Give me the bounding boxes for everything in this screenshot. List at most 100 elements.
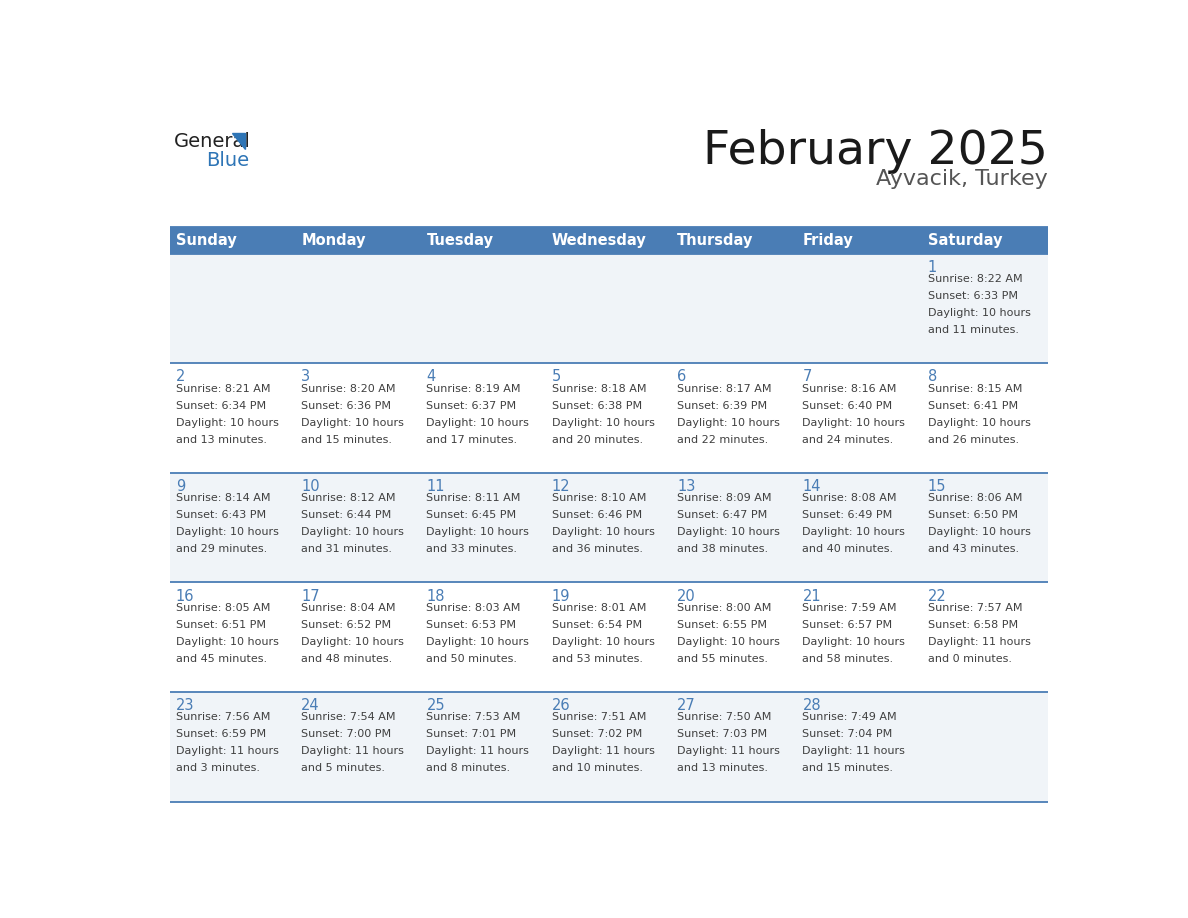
Bar [296, 583, 421, 692]
Text: Daylight: 10 hours: Daylight: 10 hours [176, 637, 279, 646]
Text: 6: 6 [677, 369, 687, 385]
Text: Sunset: 6:38 PM: Sunset: 6:38 PM [551, 400, 642, 410]
Text: Daylight: 10 hours: Daylight: 10 hours [551, 418, 655, 428]
Text: Daylight: 10 hours: Daylight: 10 hours [551, 527, 655, 537]
Text: Sunrise: 8:05 AM: Sunrise: 8:05 AM [176, 603, 270, 612]
Text: Sunset: 6:51 PM: Sunset: 6:51 PM [176, 620, 266, 630]
Text: Sunset: 6:40 PM: Sunset: 6:40 PM [802, 400, 892, 410]
Text: and 40 minutes.: and 40 minutes. [802, 544, 893, 554]
Text: 7: 7 [802, 369, 811, 385]
Text: Sunset: 6:45 PM: Sunset: 6:45 PM [426, 510, 517, 521]
Text: Sunrise: 8:06 AM: Sunrise: 8:06 AM [928, 493, 1022, 503]
Text: Sunset: 6:39 PM: Sunset: 6:39 PM [677, 400, 767, 410]
Text: and 43 minutes.: and 43 minutes. [928, 544, 1019, 554]
Bar [296, 692, 421, 801]
Bar [170, 583, 296, 692]
Bar [797, 583, 922, 692]
Bar [421, 692, 546, 801]
Text: Sunset: 7:03 PM: Sunset: 7:03 PM [677, 729, 767, 739]
Text: Sunset: 6:41 PM: Sunset: 6:41 PM [928, 400, 1018, 410]
Bar [170, 473, 296, 583]
Text: Sunrise: 8:00 AM: Sunrise: 8:00 AM [677, 603, 771, 612]
Text: Blue: Blue [206, 151, 249, 170]
Text: 2: 2 [176, 369, 185, 385]
Text: Sunset: 6:50 PM: Sunset: 6:50 PM [928, 510, 1018, 521]
Text: Sunrise: 7:49 AM: Sunrise: 7:49 AM [802, 712, 897, 722]
Text: Daylight: 10 hours: Daylight: 10 hours [302, 637, 404, 646]
Bar [922, 227, 1048, 253]
Text: and 15 minutes.: and 15 minutes. [802, 763, 893, 773]
Text: and 17 minutes.: and 17 minutes. [426, 434, 518, 444]
Text: Sunrise: 8:04 AM: Sunrise: 8:04 AM [302, 603, 396, 612]
Bar [546, 692, 671, 801]
Text: Daylight: 11 hours: Daylight: 11 hours [302, 746, 404, 756]
Text: Daylight: 11 hours: Daylight: 11 hours [928, 637, 1031, 646]
Bar [671, 583, 797, 692]
Text: and 38 minutes.: and 38 minutes. [677, 544, 769, 554]
Bar [922, 473, 1048, 583]
Bar [421, 227, 546, 253]
Text: 16: 16 [176, 588, 195, 603]
Text: Sunrise: 7:59 AM: Sunrise: 7:59 AM [802, 603, 897, 612]
Text: Sunset: 6:59 PM: Sunset: 6:59 PM [176, 729, 266, 739]
Bar [546, 364, 671, 473]
Text: Daylight: 10 hours: Daylight: 10 hours [928, 527, 1031, 537]
Text: Sunrise: 7:50 AM: Sunrise: 7:50 AM [677, 712, 771, 722]
Text: and 36 minutes.: and 36 minutes. [551, 544, 643, 554]
Text: Sunset: 6:44 PM: Sunset: 6:44 PM [302, 510, 391, 521]
Text: Sunrise: 8:01 AM: Sunrise: 8:01 AM [551, 603, 646, 612]
Text: Friday: Friday [802, 233, 853, 248]
Bar [170, 364, 296, 473]
Text: and 3 minutes.: and 3 minutes. [176, 763, 260, 773]
Text: Sunrise: 8:11 AM: Sunrise: 8:11 AM [426, 493, 520, 503]
Bar [671, 364, 797, 473]
Text: Sunset: 6:33 PM: Sunset: 6:33 PM [928, 291, 1018, 301]
Text: 10: 10 [302, 479, 320, 494]
Text: and 48 minutes.: and 48 minutes. [302, 654, 392, 664]
Text: Sunset: 7:04 PM: Sunset: 7:04 PM [802, 729, 892, 739]
Text: Daylight: 10 hours: Daylight: 10 hours [928, 308, 1031, 318]
Text: and 50 minutes.: and 50 minutes. [426, 654, 518, 664]
Bar [797, 692, 922, 801]
Text: Daylight: 10 hours: Daylight: 10 hours [802, 527, 905, 537]
Bar [671, 692, 797, 801]
Text: Daylight: 10 hours: Daylight: 10 hours [928, 418, 1031, 428]
Bar [421, 364, 546, 473]
Text: 14: 14 [802, 479, 821, 494]
Text: and 58 minutes.: and 58 minutes. [802, 654, 893, 664]
Bar [671, 253, 797, 364]
Text: Sunrise: 7:56 AM: Sunrise: 7:56 AM [176, 712, 270, 722]
Text: 8: 8 [928, 369, 937, 385]
Text: 12: 12 [551, 479, 570, 494]
Bar [296, 364, 421, 473]
Text: Sunrise: 7:53 AM: Sunrise: 7:53 AM [426, 712, 520, 722]
Text: Daylight: 10 hours: Daylight: 10 hours [551, 637, 655, 646]
Text: Sunset: 7:00 PM: Sunset: 7:00 PM [302, 729, 391, 739]
Text: and 0 minutes.: and 0 minutes. [928, 654, 1012, 664]
Text: General: General [175, 131, 251, 151]
Text: 19: 19 [551, 588, 570, 603]
Text: and 53 minutes.: and 53 minutes. [551, 654, 643, 664]
Text: and 13 minutes.: and 13 minutes. [677, 763, 769, 773]
Bar [170, 227, 296, 253]
Text: Sunset: 6:57 PM: Sunset: 6:57 PM [802, 620, 892, 630]
Text: Sunset: 6:49 PM: Sunset: 6:49 PM [802, 510, 892, 521]
Text: Sunset: 6:43 PM: Sunset: 6:43 PM [176, 510, 266, 521]
Text: Sunset: 6:54 PM: Sunset: 6:54 PM [551, 620, 642, 630]
Text: 11: 11 [426, 479, 446, 494]
Text: Daylight: 11 hours: Daylight: 11 hours [551, 746, 655, 756]
Text: 22: 22 [928, 588, 947, 603]
Bar [546, 583, 671, 692]
Bar [671, 227, 797, 253]
Text: 25: 25 [426, 698, 446, 713]
Text: Sunrise: 8:15 AM: Sunrise: 8:15 AM [928, 384, 1022, 394]
Text: and 29 minutes.: and 29 minutes. [176, 544, 267, 554]
Text: 18: 18 [426, 588, 446, 603]
Text: Sunset: 6:36 PM: Sunset: 6:36 PM [302, 400, 391, 410]
Text: 20: 20 [677, 588, 696, 603]
Text: Daylight: 10 hours: Daylight: 10 hours [802, 418, 905, 428]
Text: Daylight: 10 hours: Daylight: 10 hours [677, 418, 781, 428]
Text: Ayvacik, Turkey: Ayvacik, Turkey [876, 170, 1048, 189]
Text: 17: 17 [302, 588, 320, 603]
Text: 27: 27 [677, 698, 696, 713]
